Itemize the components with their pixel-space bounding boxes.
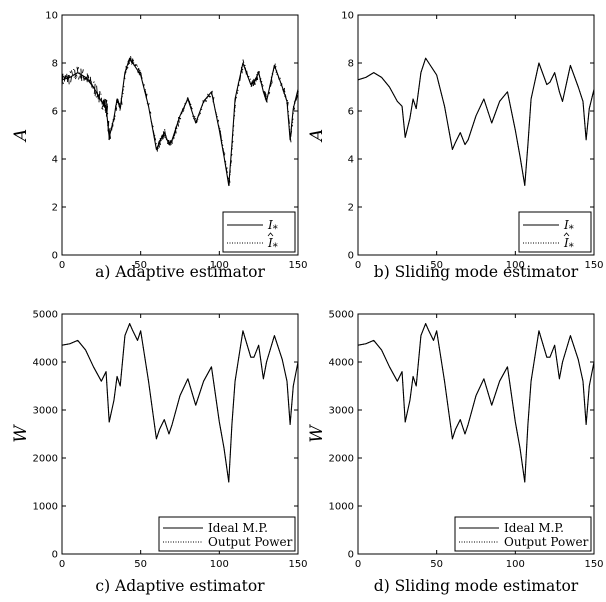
- x-tick-label: 0: [59, 559, 65, 570]
- x-tick-label: 0: [355, 559, 361, 570]
- legend-label-subscript: *: [569, 224, 574, 235]
- legend-label: Output Power: [208, 535, 293, 549]
- series-line-actual: [61, 323, 299, 483]
- series-line-estimate: [357, 323, 595, 483]
- x-tick-label: 50: [430, 260, 443, 271]
- series-line-actual: [357, 57, 595, 186]
- y-tick-label: 4: [348, 155, 354, 166]
- legend: Ideal M.P.Output Power: [454, 516, 592, 552]
- legend-label-text: Output Power: [504, 535, 589, 549]
- y-axis-label: A: [307, 129, 327, 143]
- y-tick-label: 6: [52, 107, 58, 118]
- y-axis-label: W: [307, 424, 327, 443]
- y-tick-label: 2: [348, 203, 354, 214]
- y-axis-label: W: [11, 424, 31, 443]
- legend-label-text: I: [267, 218, 273, 232]
- legend: I*I*: [518, 211, 592, 253]
- legend-box: [158, 516, 296, 552]
- y-tick-label: 0: [348, 251, 354, 262]
- plot-frame: [357, 14, 595, 256]
- plot-frame: [357, 313, 595, 555]
- series-line-estimate: [61, 56, 299, 187]
- y-tick-label: 0: [52, 251, 58, 262]
- series-line-actual: [61, 57, 299, 186]
- chart-panel-4: 0 50 100 150 0 1000 2000 3000 4000 5000 Wd) Slidin…: [307, 310, 604, 596]
- legend-label: I*: [563, 236, 574, 253]
- legend-box: [518, 211, 592, 253]
- y-tick-label: 0: [52, 550, 58, 561]
- x-tick-label: 100: [210, 260, 229, 271]
- chart-panel-3: 0 50 100 150 0 1000 2000 3000 4000 5000 Wc) Adapti…: [11, 310, 308, 596]
- legend-label-text: I: [563, 218, 569, 232]
- panel-caption: b) Sliding mode estimator: [374, 263, 579, 281]
- y-tick-label: 5000: [329, 310, 354, 321]
- hat-accent: [563, 232, 570, 237]
- legend-box: [454, 516, 592, 552]
- y-tick-label: 4000: [33, 358, 58, 369]
- y-tick-label: 3000: [33, 406, 58, 417]
- x-tick-label: 150: [288, 559, 307, 570]
- y-tick-label: 1000: [33, 502, 58, 513]
- legend-label: I*: [267, 218, 278, 235]
- y-tick-label: 10: [341, 11, 354, 22]
- y-tick-label: 2000: [329, 454, 354, 465]
- legend-label-text: I: [267, 236, 273, 250]
- legend-label-text: I: [563, 236, 569, 250]
- panel-caption: c) Adaptive estimator: [95, 577, 265, 595]
- panel-caption: d) Sliding mode estimator: [374, 577, 579, 595]
- series-line-estimate: [61, 323, 299, 483]
- y-tick-label: 4: [52, 155, 58, 166]
- legend-label-text: Ideal M.P.: [208, 521, 268, 535]
- plot-frame: [61, 14, 299, 256]
- x-tick-label: 100: [506, 260, 525, 271]
- legend: Ideal M.P.Output Power: [158, 516, 296, 552]
- legend-label-text: Output Power: [208, 535, 293, 549]
- y-tick-label: 10: [45, 11, 58, 22]
- chart-panel-2: 0 50 100 150 0 2 4 6 8 10 Ab) Sliding mode estimat…: [307, 11, 604, 282]
- y-tick-label: 2000: [33, 454, 58, 465]
- y-tick-label: 4000: [329, 358, 354, 369]
- legend-label-text: Ideal M.P.: [504, 521, 564, 535]
- y-axis-label: A: [11, 129, 31, 143]
- legend-label: Output Power: [504, 535, 589, 549]
- y-tick-label: 1000: [329, 502, 354, 513]
- x-tick-label: 50: [134, 559, 147, 570]
- legend-label: Ideal M.P.: [208, 521, 268, 535]
- x-tick-label: 0: [59, 260, 65, 271]
- legend-box: [222, 211, 296, 253]
- x-tick-label: 150: [288, 260, 307, 271]
- legend-label: I*: [563, 218, 574, 235]
- y-tick-label: 2: [52, 203, 58, 214]
- legend-label: I*: [267, 236, 278, 253]
- legend-label-subscript: *: [273, 224, 278, 235]
- y-tick-label: 3000: [329, 406, 354, 417]
- legend-label-subscript: *: [569, 242, 574, 253]
- plot-frame: [61, 313, 299, 555]
- x-tick-label: 150: [584, 559, 603, 570]
- y-tick-label: 0: [348, 550, 354, 561]
- y-tick-label: 8: [52, 59, 58, 70]
- y-tick-label: 8: [348, 59, 354, 70]
- x-tick-label: 50: [134, 260, 147, 271]
- x-tick-label: 50: [430, 559, 443, 570]
- hat-accent: [267, 232, 274, 237]
- legend-label-subscript: *: [273, 242, 278, 253]
- legend-label: Ideal M.P.: [504, 521, 564, 535]
- y-tick-label: 5000: [33, 310, 58, 321]
- series-line-estimate: [357, 57, 595, 186]
- panel-caption: a) Adaptive estimator: [95, 263, 265, 281]
- x-tick-label: 100: [506, 559, 525, 570]
- x-tick-label: 100: [210, 559, 229, 570]
- y-tick-label: 6: [348, 107, 354, 118]
- x-tick-label: 150: [584, 260, 603, 271]
- x-tick-label: 0: [355, 260, 361, 271]
- series-line-actual: [357, 323, 595, 483]
- legend: I*I*: [222, 211, 296, 253]
